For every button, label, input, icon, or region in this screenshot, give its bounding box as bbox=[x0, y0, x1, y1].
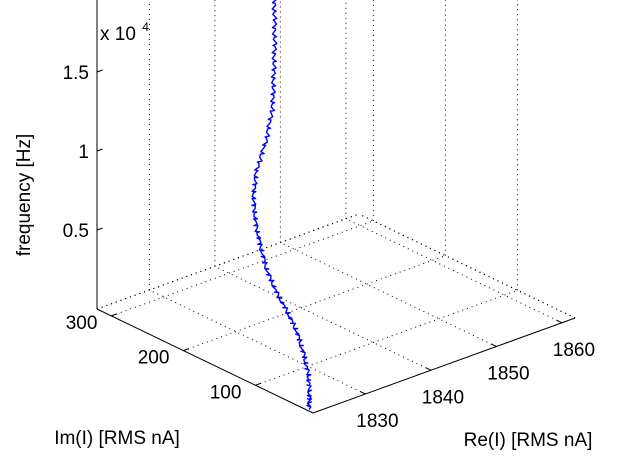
tick-mark bbox=[425, 367, 432, 371]
x-tick-label: 1850 bbox=[487, 364, 529, 385]
y-tick-label: 300 bbox=[66, 313, 98, 334]
tick-mark bbox=[490, 343, 497, 347]
series-layer bbox=[251, 0, 313, 410]
y-tick-label: 100 bbox=[210, 382, 242, 403]
z-exponent-label: x 10 4 bbox=[100, 20, 149, 45]
tick-labels: 1830 1840 1850 1860 100 200 300 0.5 1 1.5 bbox=[63, 63, 595, 432]
y-axis-label: Im(I) [RMS nA] bbox=[54, 428, 180, 449]
grid-line bbox=[358, 213, 576, 319]
x-tick-label: 1840 bbox=[422, 387, 464, 408]
axis-lines bbox=[96, 0, 576, 414]
tick-mark bbox=[96, 227, 103, 231]
z-exponent-power: 4 bbox=[142, 20, 149, 34]
tick-mark bbox=[255, 382, 262, 386]
z-tick-label: 1 bbox=[78, 142, 89, 163]
grid-line bbox=[96, 213, 360, 310]
tick-mark bbox=[183, 348, 190, 352]
x-tick-label: 1830 bbox=[356, 411, 398, 432]
z-tick-label: 0.5 bbox=[63, 221, 89, 242]
tick-mark bbox=[556, 319, 563, 324]
y-axis-line bbox=[96, 308, 314, 414]
tick-mark bbox=[359, 390, 366, 395]
x-axis-label: Re(I) [RMS nA] bbox=[464, 430, 593, 451]
grid-line bbox=[280, 242, 497, 347]
grid-line bbox=[345, 218, 563, 324]
z-exponent-base: x 10 bbox=[100, 24, 136, 45]
z-tick-label: 1.5 bbox=[63, 63, 89, 84]
x-axis-line bbox=[312, 317, 576, 414]
tick-mark bbox=[96, 69, 103, 73]
grid-lines bbox=[96, 0, 576, 395]
grid-line bbox=[96, 213, 360, 310]
tick-mark bbox=[111, 313, 118, 317]
x-tick-label: 1860 bbox=[553, 340, 595, 361]
grid-line bbox=[96, 213, 360, 310]
tick-mark bbox=[96, 148, 103, 152]
series-line bbox=[251, 0, 313, 410]
grid-line bbox=[149, 289, 366, 395]
y-tick-label: 200 bbox=[138, 348, 170, 369]
z-axis-label: frequency [Hz] bbox=[14, 134, 35, 257]
grid-line bbox=[214, 265, 432, 371]
